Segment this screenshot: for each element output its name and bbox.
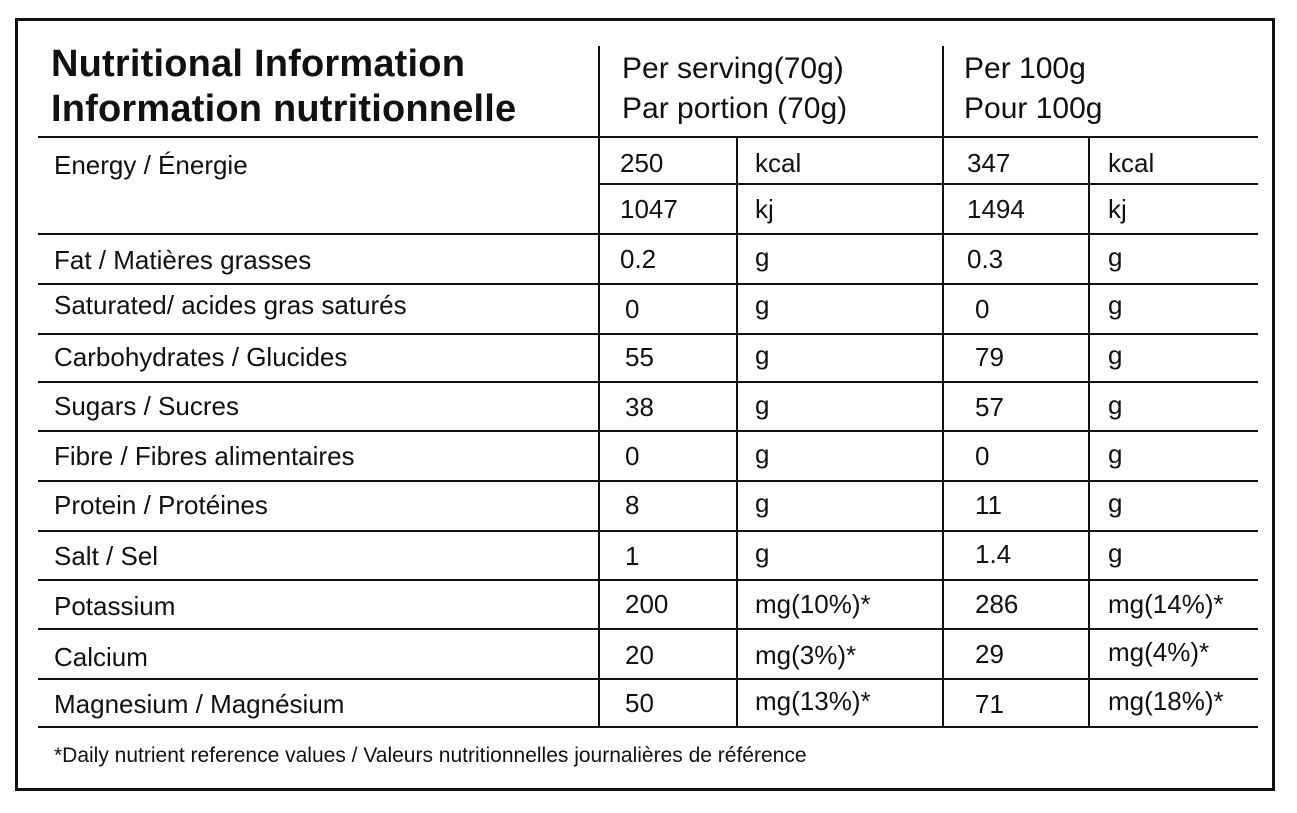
row-divider (38, 233, 1258, 235)
value-per-100g: 286 (975, 589, 1019, 619)
value-per-serving: 55 (625, 342, 654, 372)
nutrient-name: Carbohydrates / Glucides (54, 342, 348, 372)
nutrient-name-energy: Energy / Énergie (54, 150, 248, 180)
value-per-serving: 1 (625, 541, 640, 571)
column-divider (1088, 137, 1090, 726)
value-per-100g: 29 (975, 639, 1004, 669)
nutrient-name: Calcium (54, 642, 148, 672)
energy-kj-unit-100g: kj (1108, 194, 1127, 224)
value-per-100g: 57 (975, 392, 1004, 422)
unit-per-serving: mg(10%)* (755, 589, 871, 619)
row-divider (38, 136, 1258, 138)
unit-per-serving: mg(3%)* (755, 640, 857, 670)
value-per-100g: 1.4 (975, 539, 1012, 569)
unit-per-100g: g (1108, 242, 1123, 272)
nutrient-name: Saturated/ acides gras saturés (54, 290, 407, 320)
value-per-serving: 38 (625, 392, 654, 422)
unit-per-serving: mg(13%)* (755, 686, 871, 716)
nutrition-label-frame (15, 18, 1275, 791)
energy-kcal-per-100g: 347 (967, 148, 1011, 178)
value-per-100g: 0.3 (967, 244, 1004, 274)
energy-kcal-unit: kcal (755, 148, 802, 178)
value-per-serving: 8 (625, 490, 640, 520)
energy-kj-per-100g: 1494 (967, 194, 1025, 224)
value-per-serving: 50 (625, 688, 654, 718)
value-per-100g: 0 (975, 294, 990, 324)
value-per-100g: 71 (975, 689, 1004, 719)
unit-per-100g: mg(14%)* (1108, 589, 1224, 619)
nutrient-name: Fibre / Fibres alimentaires (54, 441, 355, 471)
nutrient-name: Protein / Protéines (54, 490, 268, 520)
per-100g-header-en: Per 100g (964, 52, 1086, 85)
value-per-serving: 0.2 (620, 244, 657, 274)
row-divider (598, 183, 1258, 185)
row-divider (38, 381, 1258, 383)
row-divider (38, 530, 1258, 532)
column-divider (942, 46, 944, 726)
unit-per-100g: g (1108, 290, 1123, 320)
per-serving-header-en: Per serving(70g) (622, 52, 844, 85)
unit-per-serving: g (755, 340, 770, 370)
unit-per-serving: g (755, 290, 770, 320)
unit-per-serving: g (755, 439, 770, 469)
column-divider (736, 137, 738, 726)
energy-kcal-per-serving: 250 (620, 148, 664, 178)
unit-per-100g: mg(4%)* (1108, 637, 1210, 667)
row-divider (38, 628, 1258, 630)
value-per-serving: 20 (625, 640, 654, 670)
unit-per-100g: g (1108, 488, 1123, 518)
row-divider (38, 579, 1258, 581)
value-per-serving: 0 (625, 441, 640, 471)
energy-kj-unit: kj (755, 194, 774, 224)
column-divider (598, 46, 600, 726)
unit-per-serving: g (755, 242, 770, 272)
row-divider (38, 430, 1258, 432)
value-per-100g: 11 (975, 490, 1002, 520)
nutrient-name: Salt / Sel (54, 541, 159, 571)
row-divider (38, 333, 1258, 335)
value-per-100g: 0 (975, 441, 990, 471)
unit-per-serving: g (755, 488, 770, 518)
row-divider (38, 283, 1258, 285)
unit-per-100g: g (1108, 340, 1123, 370)
energy-kcal-unit-100g: kcal (1108, 148, 1155, 178)
unit-per-100g: g (1108, 439, 1123, 469)
unit-per-100g: mg(18%)* (1108, 686, 1224, 716)
value-per-serving: 200 (625, 589, 669, 619)
nutrient-name: Potassium (54, 591, 176, 621)
row-divider (38, 678, 1258, 680)
title-english: Nutritional Information (51, 43, 466, 85)
unit-per-100g: g (1108, 390, 1123, 420)
nutrient-name: Magnesium / Magnésium (54, 689, 345, 719)
per-serving-header-fr: Par portion (70g) (622, 92, 848, 125)
value-per-serving: 0 (625, 294, 640, 324)
row-divider (38, 480, 1258, 482)
per-100g-header-fr: Pour 100g (964, 92, 1103, 125)
unit-per-100g: g (1108, 538, 1123, 568)
row-divider (38, 726, 1258, 728)
nutrient-name: Fat / Matières grasses (54, 245, 312, 275)
energy-kj-per-serving: 1047 (620, 194, 678, 224)
unit-per-serving: g (755, 390, 770, 420)
nutrient-name: Sugars / Sucres (54, 391, 239, 421)
footnote: *Daily nutrient reference values / Valeu… (54, 744, 807, 767)
title-french: Information nutritionnelle (51, 88, 517, 130)
value-per-100g: 79 (975, 342, 1004, 372)
unit-per-serving: g (755, 538, 770, 568)
